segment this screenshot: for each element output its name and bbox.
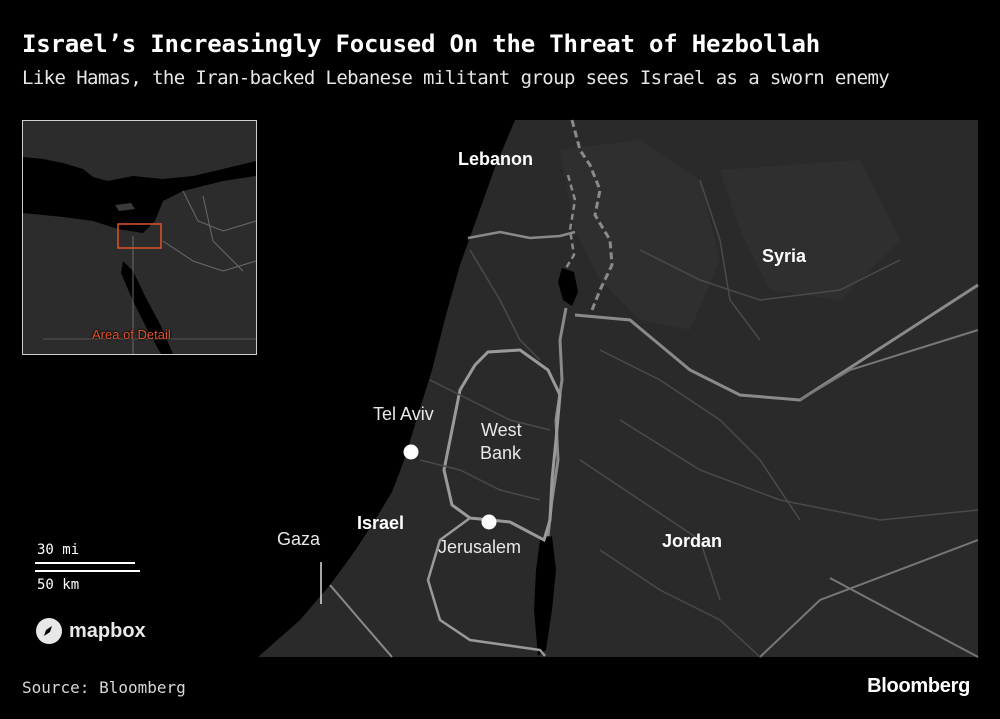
border-lebanon-syria [570, 119, 614, 311]
border-israel-lebanon [467, 230, 576, 240]
label-jordan: Jordan [662, 531, 723, 551]
label-lebanon: Lebanon [458, 149, 533, 169]
border-syria-jordan [574, 283, 979, 402]
inset-canvas [23, 121, 256, 354]
label-israel: Israel [357, 513, 405, 533]
west-bank-outline [442, 348, 562, 543]
mapbox-text: mapbox [69, 619, 146, 642]
chart-title: Israel’s Increasingly Focused On the Thr… [22, 30, 820, 58]
bloomberg-logo: Bloomberg [867, 675, 970, 697]
scale-miles-bar [35, 562, 135, 564]
inset-map: Area of Detail [22, 120, 257, 355]
border-egypt [329, 584, 393, 658]
scale-km-bar [35, 570, 140, 572]
label-tel-aviv: Tel Aviv [373, 404, 434, 424]
inset-cyprus [115, 203, 135, 211]
inset-red-sea [121, 261, 173, 354]
mapbox-logo-icon [36, 618, 62, 644]
inset-borders [43, 190, 256, 354]
border-jordan-saudi [759, 539, 979, 658]
sea-of-galilee [558, 268, 578, 306]
terrain-shade [560, 140, 720, 330]
label-gaza: Gaza [277, 529, 321, 549]
scale-miles-label: 30 mi [37, 542, 80, 558]
label-west-bank-line2: Bank [480, 443, 522, 463]
label-jerusalem: Jerusalem [438, 537, 522, 557]
label-west-bank-line1: West [481, 420, 522, 440]
inset-land-north [23, 121, 256, 181]
border-syria-east [799, 329, 979, 401]
jerusalem-marker [481, 514, 497, 530]
source-note: Source: Bloomberg [22, 678, 186, 697]
scale-km-label: 50 km [37, 577, 80, 593]
border-saudi-iraq [829, 577, 979, 658]
israel-south-outline [426, 516, 546, 657]
inset-area-of-detail-label: Area of Detail [92, 327, 171, 342]
road-network [419, 179, 979, 658]
tel-aviv-marker [403, 444, 419, 460]
inset-area-of-detail-box [117, 223, 162, 249]
mapbox-attribution[interactable]: mapbox [35, 617, 146, 645]
dead-sea [534, 536, 556, 656]
chart-subtitle: Like Hamas, the Iran-backed Lebanese mil… [22, 67, 890, 89]
label-syria: Syria [762, 246, 807, 266]
terrain-shade-2 [720, 160, 900, 300]
